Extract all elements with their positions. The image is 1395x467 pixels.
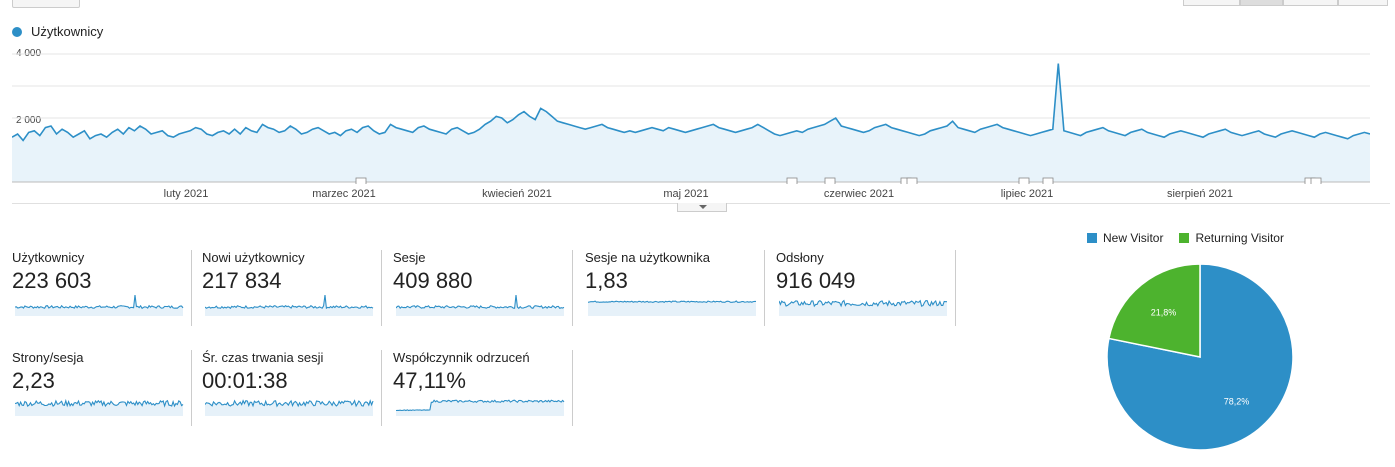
metric-sessions-per-user[interactable]: Sesje na użytkownika 1,83 xyxy=(585,250,765,326)
metric-sparkline xyxy=(15,398,184,416)
pie-legend-label: Returning Visitor xyxy=(1195,231,1284,245)
month-label: sierpień 2021 xyxy=(1166,188,1234,200)
y-tick-label: 2 000 xyxy=(16,115,42,126)
tile-divider xyxy=(191,250,192,326)
metric-pageviews[interactable]: Odsłony 916 049 xyxy=(776,250,956,326)
month-label: lipiec 2021 xyxy=(1000,188,1054,200)
returning-visitor-swatch-icon xyxy=(1179,233,1190,243)
metric-sparkline xyxy=(15,295,184,316)
annotation-icon[interactable] xyxy=(786,177,798,184)
metric-label: Współczynnik odrzuceń xyxy=(393,350,530,365)
sparkline-area xyxy=(396,295,564,316)
tile-divider xyxy=(381,250,382,326)
metric-sparkline xyxy=(205,399,374,416)
sparkline-line xyxy=(588,300,756,304)
collapse-chart-button[interactable] xyxy=(677,203,727,212)
series-area xyxy=(12,63,1370,182)
pie-legend-item[interactable]: Returning Visitor xyxy=(1179,231,1284,245)
sparkline-line xyxy=(205,399,374,408)
metric-sparkline xyxy=(588,300,756,316)
metric-value: 1,83 xyxy=(585,268,628,293)
visitor-type-pie-chart[interactable]: 78,2% 21,8% xyxy=(1105,262,1295,452)
metric-value: 217 834 xyxy=(202,268,282,293)
sparkline-area xyxy=(15,295,183,316)
month-label: marzec 2021 xyxy=(312,188,376,200)
sparkline-line xyxy=(779,299,947,308)
metric-users[interactable]: Użytkownicy 223 603 xyxy=(12,250,192,326)
series-dot-icon xyxy=(12,26,22,37)
metric-new-users[interactable]: Nowi użytkownicy 217 834 xyxy=(202,250,382,326)
annotation-icon[interactable] xyxy=(355,177,367,184)
annotation-icon[interactable] xyxy=(824,177,836,184)
metric-value: 223 603 xyxy=(12,268,92,293)
view-button-2[interactable] xyxy=(1240,0,1283,6)
metric-label: Sesje na użytkownika xyxy=(585,250,711,265)
metric-value: 47,11% xyxy=(393,368,466,393)
view-button-4[interactable] xyxy=(1338,0,1388,6)
metric-sessions[interactable]: Sesje 409 880 xyxy=(393,250,573,326)
metric-value: 916 049 xyxy=(776,268,856,293)
pie-slice-label: 78,2% xyxy=(1224,397,1250,407)
sparkline-line xyxy=(396,399,565,412)
pie-legend-label: New Visitor xyxy=(1103,231,1164,245)
month-label: luty 2021 xyxy=(163,188,209,200)
tile-divider xyxy=(381,350,382,426)
annotation-icon[interactable] xyxy=(1018,177,1030,184)
pie-slice-label: 21,8% xyxy=(1151,307,1177,317)
view-button-1[interactable] xyxy=(1183,0,1240,6)
metric-sparkline xyxy=(779,299,947,316)
metric-bounce-rate[interactable]: Współczynnik odrzuceń 47,11% xyxy=(393,350,573,426)
month-label: czerwiec 2021 xyxy=(823,188,895,200)
pie-legend-item[interactable]: New Visitor xyxy=(1087,231,1163,245)
metric-label: Strony/sesja xyxy=(12,350,84,365)
tile-divider xyxy=(764,250,765,326)
sparkline-line xyxy=(15,398,184,408)
sparkline-line xyxy=(396,295,565,310)
legend-label: Użytkownicy xyxy=(31,24,104,39)
top-left-button[interactable] xyxy=(12,0,80,8)
metric-label: Odsłony xyxy=(776,250,824,265)
annotation-icon[interactable] xyxy=(1310,177,1322,184)
month-label: kwiecień 2021 xyxy=(482,188,552,200)
metric-label: Użytkownicy xyxy=(12,250,85,265)
month-label: maj 2021 xyxy=(663,188,709,200)
metric-value: 00:01:38 xyxy=(202,368,288,393)
sparkline-area xyxy=(396,400,564,416)
chart-legend[interactable]: Użytkownicy xyxy=(12,24,103,39)
metric-label: Nowi użytkownicy xyxy=(202,250,305,265)
metric-label: Sesje xyxy=(393,250,426,265)
annotation-icon[interactable] xyxy=(1042,177,1054,184)
tile-divider xyxy=(572,350,573,426)
sparkline-line xyxy=(205,295,374,310)
sparkline-area xyxy=(588,301,756,316)
tile-divider xyxy=(572,250,573,326)
metric-sparkline xyxy=(396,399,565,416)
metric-value: 409 880 xyxy=(393,268,473,293)
sparkline-area xyxy=(15,400,183,416)
metric-pages-per-session[interactable]: Strony/sesja 2,23 xyxy=(12,350,192,426)
sparkline-area xyxy=(205,295,373,316)
metric-sparkline xyxy=(205,295,374,316)
series-line xyxy=(12,63,1370,142)
new-visitor-swatch-icon xyxy=(1087,233,1097,243)
pie-legend: New Visitor Returning Visitor xyxy=(1087,231,1284,245)
metric-label: Śr. czas trwania sesji xyxy=(202,350,324,365)
metric-value: 2,23 xyxy=(12,368,55,393)
sparkline-line xyxy=(15,295,184,310)
users-line-chart[interactable] xyxy=(12,44,1370,184)
annotation-icon[interactable] xyxy=(906,177,918,184)
pie-slice[interactable] xyxy=(1107,263,1201,358)
tile-divider xyxy=(955,250,956,326)
sparkline-area xyxy=(779,300,947,316)
view-button-3[interactable] xyxy=(1283,0,1338,6)
metric-avg-session-duration[interactable]: Śr. czas trwania sesji 00:01:38 xyxy=(202,350,382,426)
metric-sparkline xyxy=(396,295,565,316)
tile-divider xyxy=(191,350,192,426)
